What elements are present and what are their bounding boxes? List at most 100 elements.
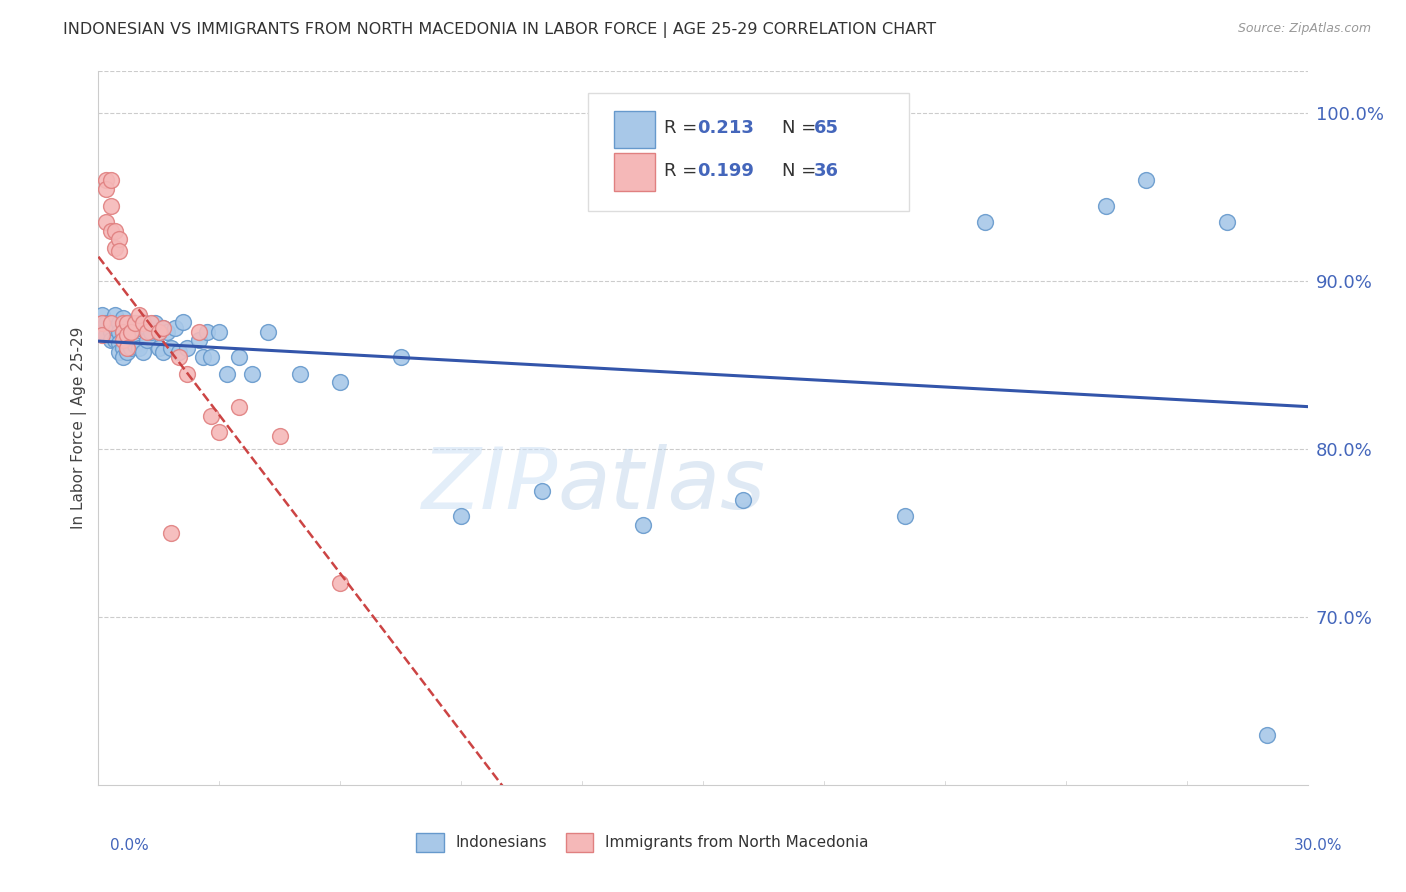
Point — [96, 215, 118, 229]
Point — [733, 492, 755, 507]
Point — [120, 342, 142, 356]
Point — [132, 316, 155, 330]
Point — [115, 321, 138, 335]
Text: R =: R = — [664, 120, 703, 137]
Point — [111, 325, 134, 339]
Point — [128, 342, 150, 356]
Point — [193, 350, 215, 364]
Point — [148, 325, 170, 339]
Point — [208, 425, 231, 440]
Point — [200, 409, 222, 423]
Point — [329, 576, 352, 591]
Point — [96, 182, 118, 196]
Point — [100, 325, 122, 339]
Point — [195, 325, 218, 339]
Point — [115, 344, 138, 359]
Text: INDONESIAN VS IMMIGRANTS FROM NORTH MACEDONIA IN LABOR FORCE | AGE 25-29 CORRELA: INDONESIAN VS IMMIGRANTS FROM NORTH MACE… — [63, 22, 936, 38]
Point — [91, 328, 114, 343]
FancyBboxPatch shape — [613, 111, 655, 148]
Point — [120, 325, 142, 339]
Point — [100, 333, 122, 347]
Point — [91, 316, 114, 330]
Point — [208, 325, 231, 339]
Point — [143, 316, 166, 330]
Point — [200, 350, 222, 364]
Point — [188, 333, 211, 347]
Point — [329, 375, 352, 389]
Point — [269, 428, 291, 442]
Text: ZIP: ZIP — [422, 443, 558, 527]
Point — [176, 367, 198, 381]
Point — [160, 342, 183, 356]
Point — [115, 328, 138, 343]
Point — [100, 224, 122, 238]
Point — [96, 328, 118, 343]
Text: N =: N = — [782, 162, 821, 180]
Point — [240, 367, 263, 381]
Point — [107, 244, 129, 258]
Point — [1256, 728, 1278, 742]
Text: Source: ZipAtlas.com: Source: ZipAtlas.com — [1237, 22, 1371, 36]
Text: atlas: atlas — [558, 443, 766, 527]
Point — [128, 308, 150, 322]
Point — [217, 367, 239, 381]
Text: 0.0%: 0.0% — [110, 838, 149, 854]
Point — [156, 325, 179, 339]
Point — [160, 526, 183, 541]
Point — [152, 321, 174, 335]
Point — [135, 321, 157, 335]
Point — [228, 350, 250, 364]
Point — [176, 342, 198, 356]
Text: 30.0%: 30.0% — [1295, 838, 1343, 854]
Point — [111, 311, 134, 326]
Point — [124, 316, 146, 330]
Point — [167, 344, 190, 359]
Point — [172, 314, 194, 328]
Y-axis label: In Labor Force | Age 25-29: In Labor Force | Age 25-29 — [72, 327, 87, 529]
Point — [139, 325, 162, 339]
Point — [389, 350, 412, 364]
Point — [450, 509, 472, 524]
Point — [107, 344, 129, 359]
Point — [107, 336, 129, 351]
Point — [167, 350, 190, 364]
Text: 65: 65 — [814, 120, 839, 137]
Point — [91, 308, 114, 322]
Point — [124, 338, 146, 352]
Point — [152, 344, 174, 359]
Point — [111, 350, 134, 364]
Point — [111, 342, 134, 356]
Point — [1095, 199, 1118, 213]
Point — [103, 224, 125, 238]
Text: 0.199: 0.199 — [697, 162, 754, 180]
Point — [974, 215, 997, 229]
Point — [148, 325, 170, 339]
Point — [163, 321, 186, 335]
FancyBboxPatch shape — [613, 153, 655, 191]
Point — [100, 199, 122, 213]
Point — [256, 325, 278, 339]
Point — [124, 316, 146, 330]
Point — [107, 316, 129, 330]
Point — [100, 316, 122, 330]
Point — [96, 173, 118, 187]
Point — [103, 308, 125, 322]
Point — [132, 344, 155, 359]
Point — [893, 509, 915, 524]
Point — [135, 333, 157, 347]
Point — [103, 321, 125, 335]
Point — [107, 325, 129, 339]
Point — [111, 316, 134, 330]
Point — [111, 325, 134, 339]
Point — [128, 321, 150, 335]
Point — [135, 325, 157, 339]
Point — [91, 325, 114, 339]
Legend: Indonesians, Immigrants from North Macedonia: Indonesians, Immigrants from North Maced… — [409, 825, 876, 859]
Point — [631, 517, 654, 532]
Point — [139, 316, 162, 330]
Point — [96, 316, 118, 330]
Point — [111, 333, 134, 347]
Point — [152, 321, 174, 335]
Point — [103, 333, 125, 347]
Point — [115, 333, 138, 347]
